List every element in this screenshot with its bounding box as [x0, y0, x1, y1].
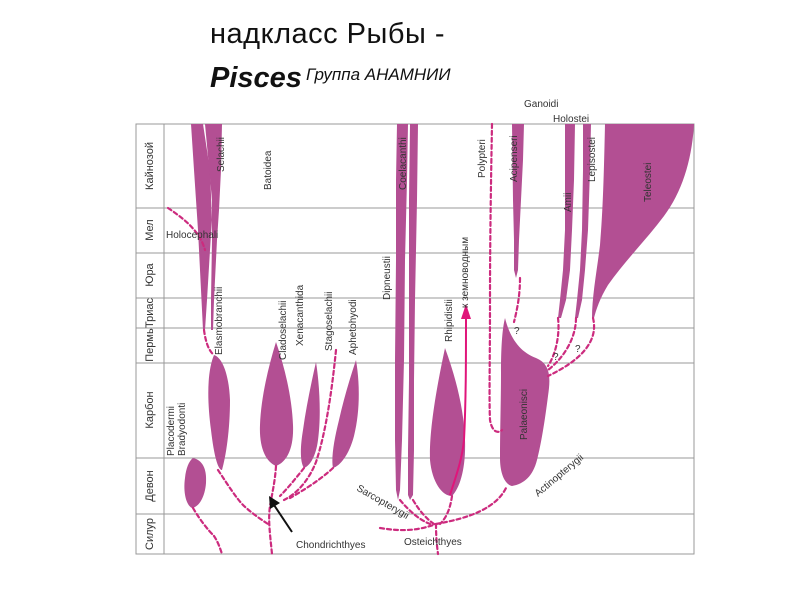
dashed-link: [438, 494, 454, 526]
dashed-link: [546, 316, 578, 372]
dashed-link: [282, 348, 338, 502]
dashed-link: [488, 122, 504, 433]
label-placodermi: Placodermi: [166, 406, 177, 456]
dashed-link: [288, 466, 335, 500]
label-aphetohyodi: Aphetohyodi: [348, 299, 359, 355]
dashed-link: [546, 316, 596, 378]
dashed-link: [378, 522, 438, 532]
dashed-link: [278, 466, 306, 498]
label-dipneustii: Dipneustii: [382, 256, 393, 300]
lineage-palaeonisci: [500, 318, 550, 486]
label-amii: Amii: [563, 193, 574, 212]
label-selachii: Selachii: [216, 137, 227, 172]
label-ganoidi: Ganoidi: [524, 99, 558, 110]
question-mark: ?: [514, 326, 520, 337]
label-teleostei: Teleostei: [643, 163, 654, 202]
dashed-link: [191, 506, 224, 556]
lineage-rhipidistii: [429, 348, 466, 496]
label-bradyodonti: Bradyodonti: [177, 403, 188, 456]
period-label: Девон: [144, 470, 156, 501]
dashed-link: [268, 464, 278, 556]
lineage-selachii: [191, 124, 212, 330]
period-label: Силур: [144, 518, 156, 550]
lineage-batoidea: [205, 124, 222, 330]
question-mark: ?: [553, 352, 559, 363]
period-label: Пермь: [144, 328, 156, 362]
label-to-amphibians: к земноводным: [460, 237, 471, 308]
lineage-acipenseri: [512, 124, 524, 278]
dashed-link: [512, 276, 522, 324]
label-holostei: Holostei: [553, 114, 589, 125]
lineage-placodermi: [184, 458, 207, 508]
dashed-link: [202, 328, 216, 357]
label-elasmobranchii: Elasmobranchii: [214, 287, 225, 355]
label-polypteri: Polypteri: [477, 139, 488, 178]
page-subtitle: Группа АНАМНИИ: [306, 65, 451, 84]
lineage-lepisostei: [575, 124, 591, 318]
period-label: Карбон: [144, 391, 156, 428]
label-batoidea: Batoidea: [263, 150, 274, 190]
arrow-to-amphibians: [449, 304, 471, 496]
label-holocephali: Holocephali: [166, 230, 218, 241]
lineage-teleostei: [592, 124, 694, 318]
label-osteichthyes: Osteichthyes: [404, 537, 462, 548]
dashed-link: [398, 498, 432, 526]
period-label: Юра: [144, 262, 156, 286]
page-title-latin: Pisces: [210, 62, 302, 94]
lineage-dipneustii: [408, 124, 418, 500]
lineage-coelacanthi: [395, 124, 408, 500]
label-rhipidistii: Rhipidistii: [444, 299, 455, 342]
label-cladoselachii: Cladoselachii: [278, 301, 289, 360]
lineage-xenacanthida: [300, 362, 320, 468]
dashed-link: [166, 206, 207, 252]
label-xenacanthida: Xenacanthida: [295, 284, 306, 346]
label-acipenseri: Acipenseri: [509, 135, 520, 182]
label-palaeonisci: Palaeonisci: [519, 389, 530, 440]
arrow-chondrichthyes: [269, 496, 293, 533]
label-chondrichthyes: Chondrichthyes: [296, 540, 365, 551]
label-lepisostei: Lepisostei: [587, 137, 598, 182]
page-title: надкласс Рыбы -: [210, 18, 446, 50]
lineage-amii: [558, 124, 575, 318]
period-label: Кайнозой: [144, 142, 156, 190]
label-coelacanthi: Coelacanthi: [398, 137, 409, 190]
dashed-link: [434, 486, 508, 526]
question-mark: ?: [575, 344, 581, 355]
dashed-link: [434, 522, 440, 556]
period-label: Триас: [144, 298, 156, 328]
label-stagoselachii: Stagoselachii: [324, 292, 335, 351]
lineage-elasmobranchii: [208, 355, 230, 470]
label-actinopterygii: Actinopterygii: [533, 452, 586, 499]
dashed-link: [216, 468, 270, 526]
lineage-cladoselachii: [259, 342, 294, 466]
period-label: Мел: [144, 219, 156, 240]
dashed-link: [411, 498, 436, 526]
lineage-aphetohyodi: [332, 360, 359, 468]
dashed-link: [546, 316, 560, 368]
